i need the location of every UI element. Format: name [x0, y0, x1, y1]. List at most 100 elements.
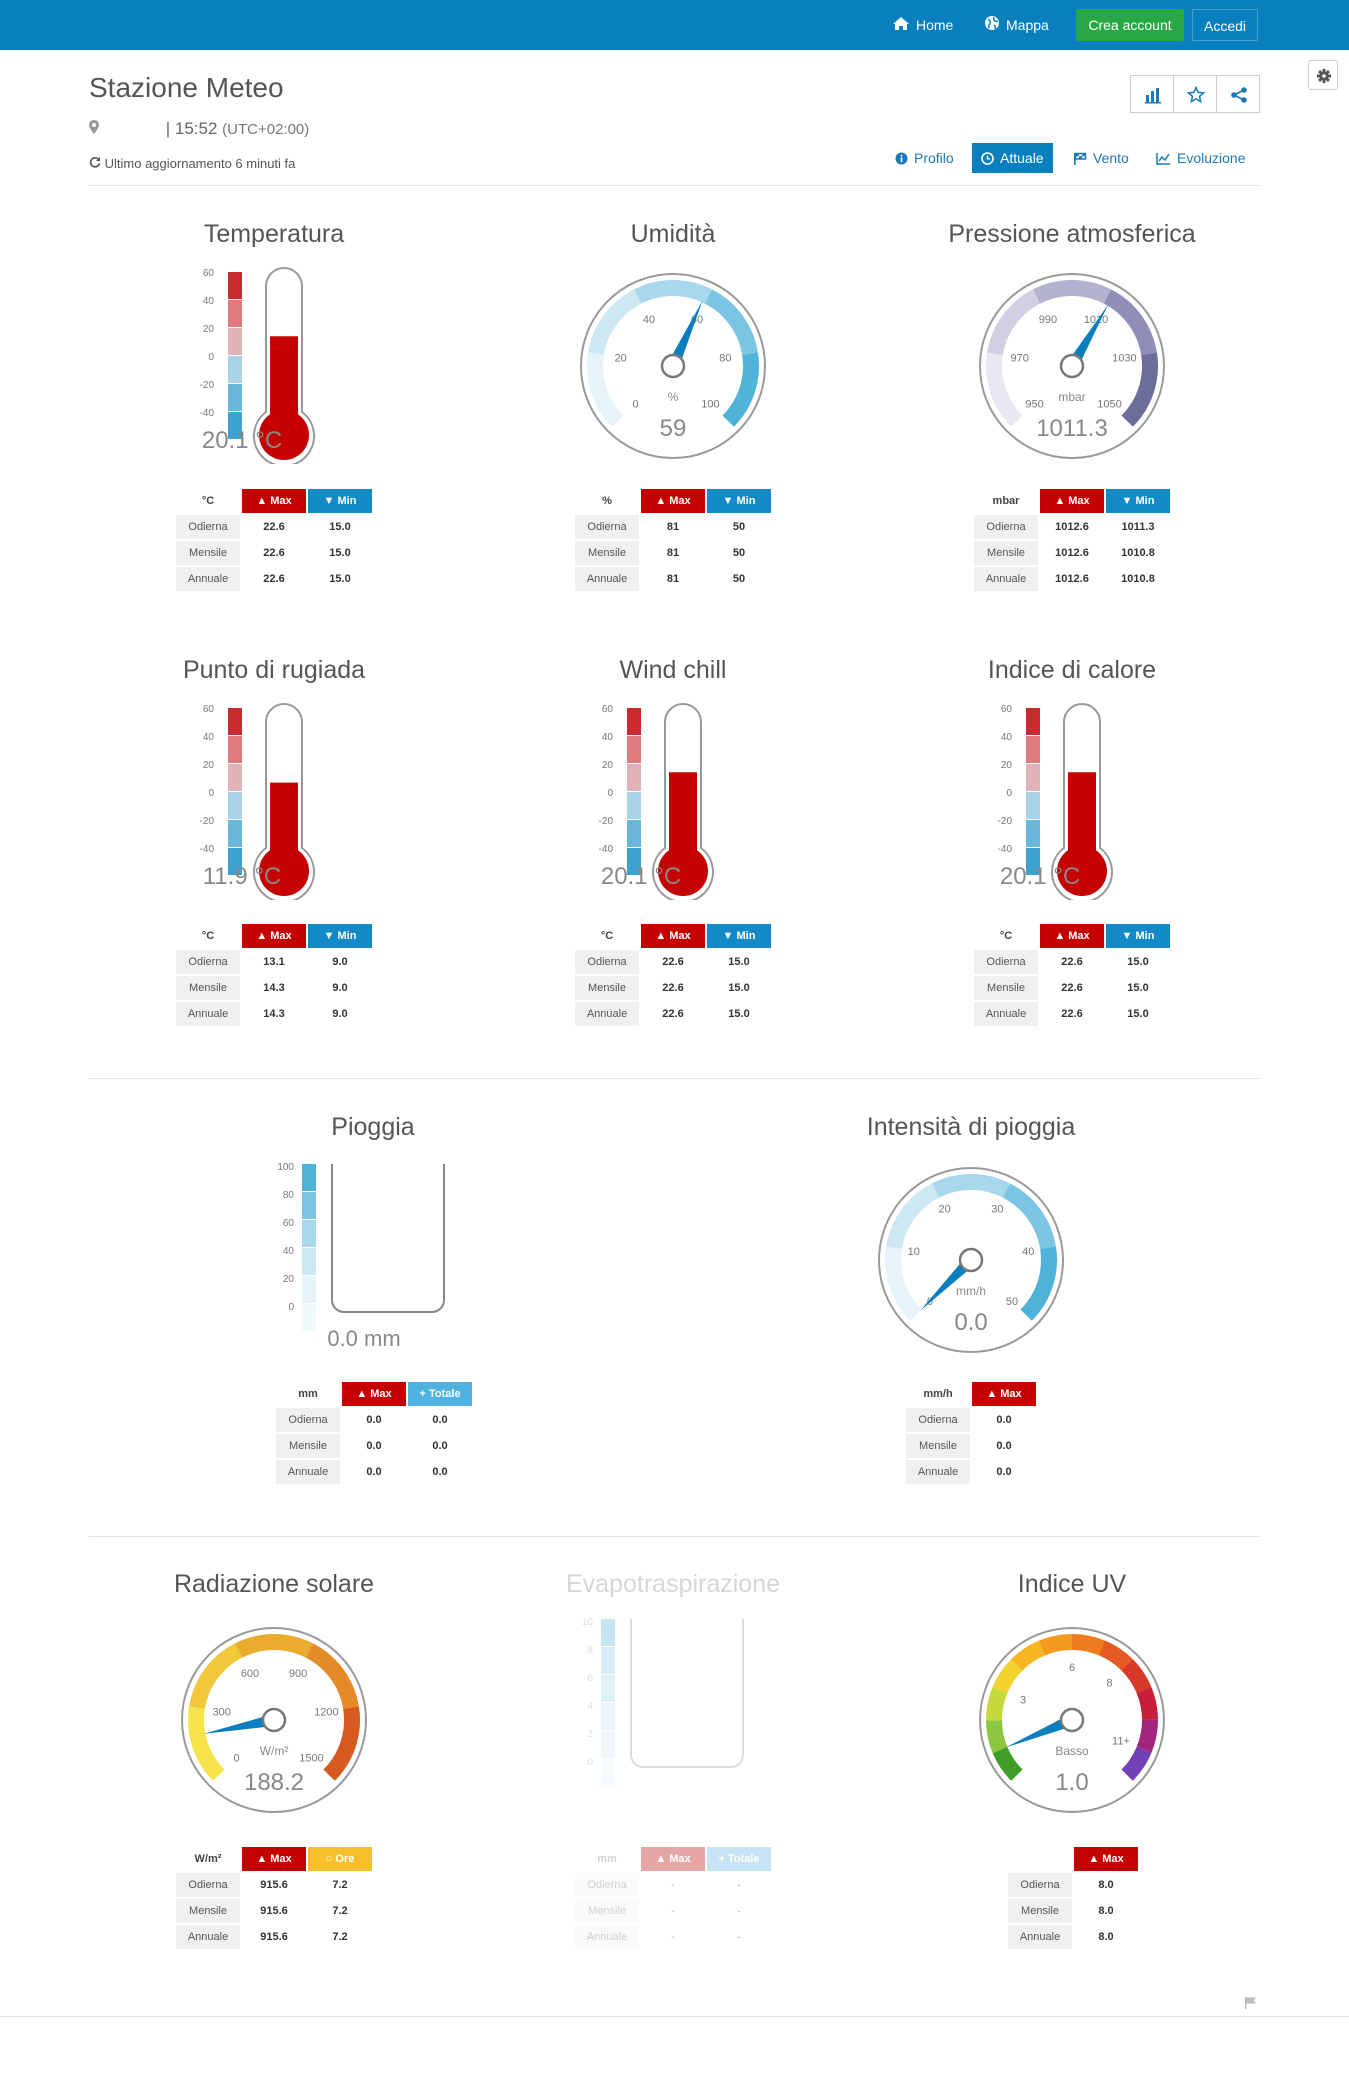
scale-tick-label: 4: [587, 1701, 593, 1712]
gauge-hub: [1059, 353, 1085, 379]
stat-value: -: [671, 1905, 675, 1917]
period-label: Odierna: [176, 1873, 240, 1897]
share-button[interactable]: [1216, 75, 1260, 113]
favorite-button[interactable]: [1173, 75, 1217, 113]
scale-band: [302, 1164, 316, 1191]
gauge-tick-label: 50: [1006, 1296, 1018, 1308]
mercury-bulb: [259, 846, 309, 896]
scale-band: [627, 820, 641, 847]
min-header: ▼ Min: [1106, 924, 1170, 948]
stat-value: 15.0: [329, 573, 351, 585]
tab-vento[interactable]: Vento: [1064, 143, 1138, 173]
mercury-bulb: [259, 410, 309, 460]
tab-attuale[interactable]: Attuale: [972, 143, 1053, 173]
stat-value: 8.0: [1098, 1905, 1114, 1917]
gauge-hub: [1059, 1707, 1085, 1733]
settings-button[interactable]: [1308, 60, 1338, 90]
gauge-tick-label: 950: [1025, 398, 1043, 410]
period-label: Annuale: [176, 1002, 240, 1026]
unit-cell: mbar: [992, 495, 1020, 507]
share-icon: [1231, 87, 1247, 103]
scale-tick-label: 20: [1001, 760, 1013, 771]
stat-value: 7.2: [332, 1905, 348, 1917]
scale-band: [601, 1759, 615, 1786]
stat-value: -: [737, 1931, 741, 1943]
home-icon: [892, 1, 910, 51]
stats-row: Mensile 8.0: [1008, 1899, 1138, 1923]
stats-header-row: mm/h ▲ Max: [906, 1382, 1036, 1406]
scale-band: [228, 272, 242, 299]
scale-tick-label: 0: [288, 1302, 294, 1313]
scale-band: [601, 1675, 615, 1702]
gauge-band: [1071, 1634, 1105, 1656]
scale-band: [228, 736, 242, 763]
gauge-tick-label: 1050: [1097, 398, 1121, 410]
current-value: 1.0: [1055, 1769, 1088, 1796]
scale-band: [601, 1731, 615, 1758]
star-icon: [1187, 86, 1205, 104]
gauge-band: [1121, 1658, 1152, 1694]
period-label: Mensile: [276, 1434, 340, 1458]
stat-value: 22.6: [1061, 956, 1083, 968]
gauge-band: [188, 1706, 225, 1781]
report-flag-icon[interactable]: [1244, 1996, 1258, 2014]
stat-value: 7.2: [332, 1931, 348, 1943]
scale-band: [228, 848, 242, 875]
scale-band: [1026, 708, 1040, 735]
gauge-band: [1032, 280, 1112, 304]
stat-value: 915.6: [260, 1905, 288, 1917]
stats-row: Odierna 22.6 15.0: [575, 950, 771, 974]
min-header: ▼ Min: [308, 924, 372, 948]
stats-row: Annuale 81 50: [575, 567, 771, 591]
scale-band: [601, 1647, 615, 1674]
gauge-band: [1136, 1687, 1158, 1721]
stat-value: 0.0: [996, 1414, 1012, 1426]
scale-band: [1026, 764, 1040, 791]
nav-map-link[interactable]: Mappa: [984, 0, 1049, 50]
period-label: Mensile: [575, 1899, 639, 1923]
chart-button[interactable]: [1130, 75, 1174, 113]
stat-value: 81: [666, 547, 680, 559]
gear-icon: [1317, 69, 1331, 83]
scale-tick-label: 20: [203, 760, 215, 771]
stat-value: 1010.8: [1121, 547, 1155, 559]
rain-container: [331, 1164, 445, 1313]
max-header: ▲ Max: [342, 1382, 406, 1406]
stats-row: Annuale 0.0: [906, 1460, 1036, 1484]
login-button[interactable]: Accedi: [1192, 9, 1258, 41]
nav-map-label: Mappa: [1006, 17, 1049, 33]
scale-tick-label: 0: [587, 1757, 593, 1768]
gauge-hub: [261, 1707, 287, 1733]
tab-profilo[interactable]: Profilo: [886, 143, 963, 173]
total-header: + Totale: [707, 1847, 771, 1871]
nav-home-link[interactable]: Home: [892, 0, 953, 50]
gauge-tick-label: 20: [939, 1203, 951, 1215]
period-label: Annuale: [575, 1002, 639, 1026]
current-value: 188.2: [244, 1769, 304, 1796]
calore-stats-table: °C ▲ Max ▼ Min Odierna 22.6 15.0 Mensile 22.6 15…: [972, 922, 1172, 1028]
current-value: 11.9 °C: [203, 863, 282, 890]
stat-value: 22.6: [662, 956, 684, 968]
scale-band: [228, 300, 242, 327]
scale-band: [627, 764, 641, 791]
gauge-band: [704, 289, 758, 356]
scale-tick-label: -20: [200, 816, 215, 827]
max-header: ▲ Max: [1040, 924, 1104, 948]
stats-row: Odierna 22.6 15.0: [176, 515, 372, 539]
gauge-tick-label: 30: [991, 1203, 1003, 1215]
tab-evoluzione[interactable]: Evoluzione: [1147, 143, 1255, 173]
create-account-button[interactable]: Crea account: [1076, 9, 1184, 41]
period-label: Annuale: [906, 1460, 970, 1484]
gauge-hub: [660, 353, 686, 379]
gauge-tick-label: 300: [212, 1707, 230, 1719]
stat-value: 15.0: [728, 1008, 750, 1020]
uv-stats-table: ▲ Max Odierna 8.0 Mensile 8.0 Annuale 8.0: [1006, 1845, 1140, 1951]
gauge-band: [189, 1643, 243, 1710]
period-label: Annuale: [575, 567, 639, 591]
stat-value: 50: [732, 521, 746, 533]
unit-cell: mm: [597, 1853, 617, 1865]
current-value: 0.0 mm: [327, 1326, 400, 1351]
evapo-title: Evapotraspirazione: [565, 1570, 780, 1598]
period-label: Mensile: [176, 976, 240, 1000]
windchill-thermometer: 60 40 20 0 -20 -40 20.1 °C: [599, 703, 714, 900]
